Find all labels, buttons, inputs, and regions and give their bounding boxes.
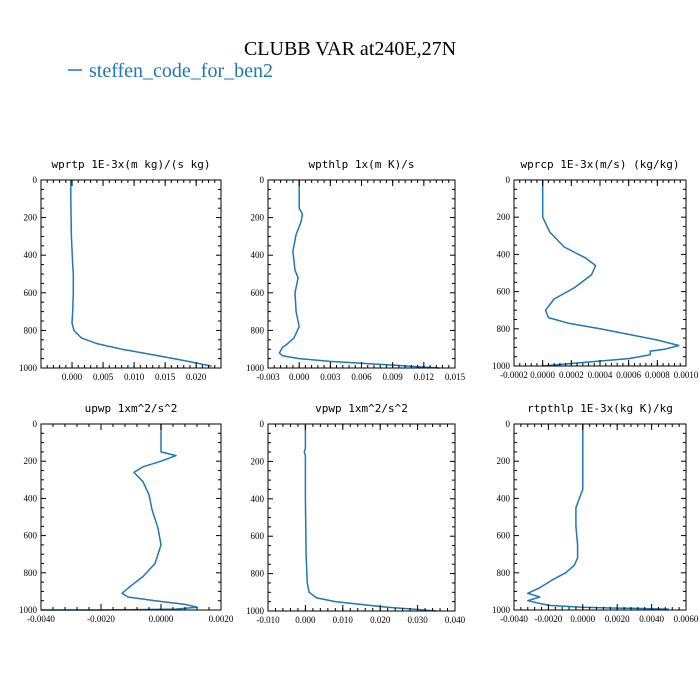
y-tick-label: 800 bbox=[497, 324, 511, 334]
panel-frame bbox=[513, 423, 687, 611]
x-tick-label: -0.010 bbox=[256, 615, 280, 625]
y-tick-label: 600 bbox=[497, 531, 511, 541]
x-tick-label: 0.000 bbox=[295, 615, 316, 625]
x-tick-label: 0.0008 bbox=[645, 370, 670, 380]
x-tick-label: 0.000 bbox=[289, 372, 310, 382]
y-tick-label: 800 bbox=[251, 325, 265, 335]
y-tick-label: 1000 bbox=[492, 605, 511, 615]
panel-title: upwp 1xm^2/s^2 bbox=[85, 402, 178, 415]
x-tick-label: 0.0002 bbox=[559, 370, 584, 380]
y-tick-label: 600 bbox=[251, 531, 265, 541]
figure-title: CLUBB VAR at240E,27N bbox=[244, 38, 456, 60]
x-tick-label: 0.0004 bbox=[588, 370, 613, 380]
x-tick-label: 0.0040 bbox=[639, 614, 664, 624]
y-tick-label: 0 bbox=[506, 419, 511, 429]
x-tick-label: 0.020 bbox=[186, 372, 207, 382]
panel-frame bbox=[513, 179, 687, 367]
panel-title: rtpthlp 1E-3x(kg K)/kg bbox=[527, 402, 673, 415]
y-tick-label: 400 bbox=[251, 494, 265, 504]
y-tick-label: 0 bbox=[506, 175, 511, 185]
x-tick-label: 0.0010 bbox=[674, 370, 699, 380]
x-tick-label: -0.0040 bbox=[500, 614, 528, 624]
panel-title: wpthlp 1x(m K)/s bbox=[309, 158, 415, 171]
x-tick-label: 0.030 bbox=[407, 615, 428, 625]
panel-frame bbox=[40, 423, 222, 611]
panel-2: wpthlp 1x(m K)/s 0 200 400 600 800 1000-0.003 0… bbox=[246, 158, 466, 382]
y-tick-label: 200 bbox=[24, 456, 38, 466]
x-tick-label: 0.009 bbox=[383, 372, 404, 382]
x-tick-label: 0.0000 bbox=[570, 614, 595, 624]
x-tick-label: 0.0006 bbox=[616, 370, 641, 380]
series-line bbox=[41, 424, 198, 611]
y-tick-label: 1000 bbox=[246, 363, 265, 373]
x-tick-label: 0.000 bbox=[62, 372, 83, 382]
y-tick-label: 800 bbox=[24, 325, 38, 335]
panel-1: wprtp 1E-3x(m kg)/(s kg) 0 200 400 600 800 100… bbox=[19, 158, 222, 382]
panel-6: rtpthlp 1E-3x(kg K)/kg02004006008001000-… bbox=[492, 402, 699, 624]
x-tick-label: -0.0040 bbox=[27, 614, 55, 624]
y-tick-label: 800 bbox=[251, 569, 265, 579]
y-tick-label: 1000 bbox=[492, 361, 511, 371]
panel-3: wprcp 1E-3x(m/s) (kg/kg) 0 200 400 600 800 100… bbox=[492, 158, 699, 380]
series-line bbox=[303, 424, 437, 612]
series-line bbox=[278, 180, 440, 369]
x-tick-label: 0.0060 bbox=[674, 614, 699, 624]
x-tick-label: 0.015 bbox=[445, 372, 466, 382]
y-tick-label: 600 bbox=[24, 288, 38, 298]
y-tick-label: 400 bbox=[24, 250, 38, 260]
x-tick-label: 0.040 bbox=[445, 615, 466, 625]
y-tick-label: 200 bbox=[497, 212, 511, 222]
x-tick-label: 0.0000 bbox=[149, 614, 174, 624]
y-tick-label: 1000 bbox=[19, 605, 38, 615]
series-line bbox=[70, 180, 212, 367]
legend-label: steffen_code_for_ben2 bbox=[89, 60, 273, 82]
panel-frame bbox=[267, 423, 456, 612]
y-tick-label: 800 bbox=[497, 568, 511, 578]
y-tick-label: 0 bbox=[260, 175, 265, 185]
y-tick-label: 200 bbox=[251, 456, 265, 466]
x-tick-label: 0.0000 bbox=[530, 370, 555, 380]
y-tick-label: 600 bbox=[24, 531, 38, 541]
x-tick-label: 0.012 bbox=[414, 372, 434, 382]
x-tick-label: 0.015 bbox=[155, 372, 176, 382]
y-tick-label: 0 bbox=[33, 175, 38, 185]
x-tick-label: 0.006 bbox=[351, 372, 372, 382]
x-tick-label: 0.003 bbox=[320, 372, 341, 382]
y-tick-label: 600 bbox=[251, 288, 265, 298]
y-tick-label: 400 bbox=[24, 493, 38, 503]
x-tick-label: 0.010 bbox=[333, 615, 354, 625]
panel-title: wprcp 1E-3x(m/s) (kg/kg) bbox=[521, 158, 680, 171]
series-line bbox=[527, 424, 669, 610]
y-tick-label: 400 bbox=[497, 249, 511, 259]
panel-title: wprtp 1E-3x(m kg)/(s kg) bbox=[52, 158, 211, 171]
x-tick-label: -0.0020 bbox=[87, 614, 115, 624]
x-tick-label: 0.0020 bbox=[605, 614, 630, 624]
panel-title: vpwp 1xm^2/s^2 bbox=[315, 402, 408, 415]
x-tick-label: 0.005 bbox=[93, 372, 114, 382]
x-tick-label: 0.010 bbox=[124, 372, 145, 382]
y-tick-label: 800 bbox=[24, 568, 38, 578]
y-tick-label: 200 bbox=[251, 213, 265, 223]
panel-5: vpwp 1xm^2/s^2 0 200 400 600 800 1000-0.010 0.0… bbox=[246, 402, 466, 625]
y-tick-label: 0 bbox=[260, 419, 265, 429]
x-tick-label: -0.0002 bbox=[500, 370, 528, 380]
y-tick-label: 400 bbox=[251, 250, 265, 260]
y-tick-label: 200 bbox=[497, 456, 511, 466]
panels: wprtp 1E-3x(m kg)/(s kg) 0 200 400 600 800 100… bbox=[19, 158, 699, 625]
y-tick-label: 400 bbox=[497, 493, 511, 503]
y-tick-label: 1000 bbox=[246, 606, 265, 616]
y-tick-label: 0 bbox=[33, 419, 38, 429]
panel-4: upwp 1xm^2/s^2 0 200 400 600 800 1000-0.0040 -0… bbox=[19, 402, 234, 624]
y-tick-label: 200 bbox=[24, 213, 38, 223]
series-line bbox=[541, 180, 680, 367]
y-tick-label: 1000 bbox=[19, 363, 38, 373]
x-tick-label: -0.0020 bbox=[535, 614, 563, 624]
x-tick-label: -0.003 bbox=[256, 372, 280, 382]
panel-frame bbox=[40, 179, 222, 369]
x-tick-label: 0.0020 bbox=[209, 614, 234, 624]
x-tick-label: 0.020 bbox=[370, 615, 391, 625]
y-tick-label: 600 bbox=[497, 287, 511, 297]
